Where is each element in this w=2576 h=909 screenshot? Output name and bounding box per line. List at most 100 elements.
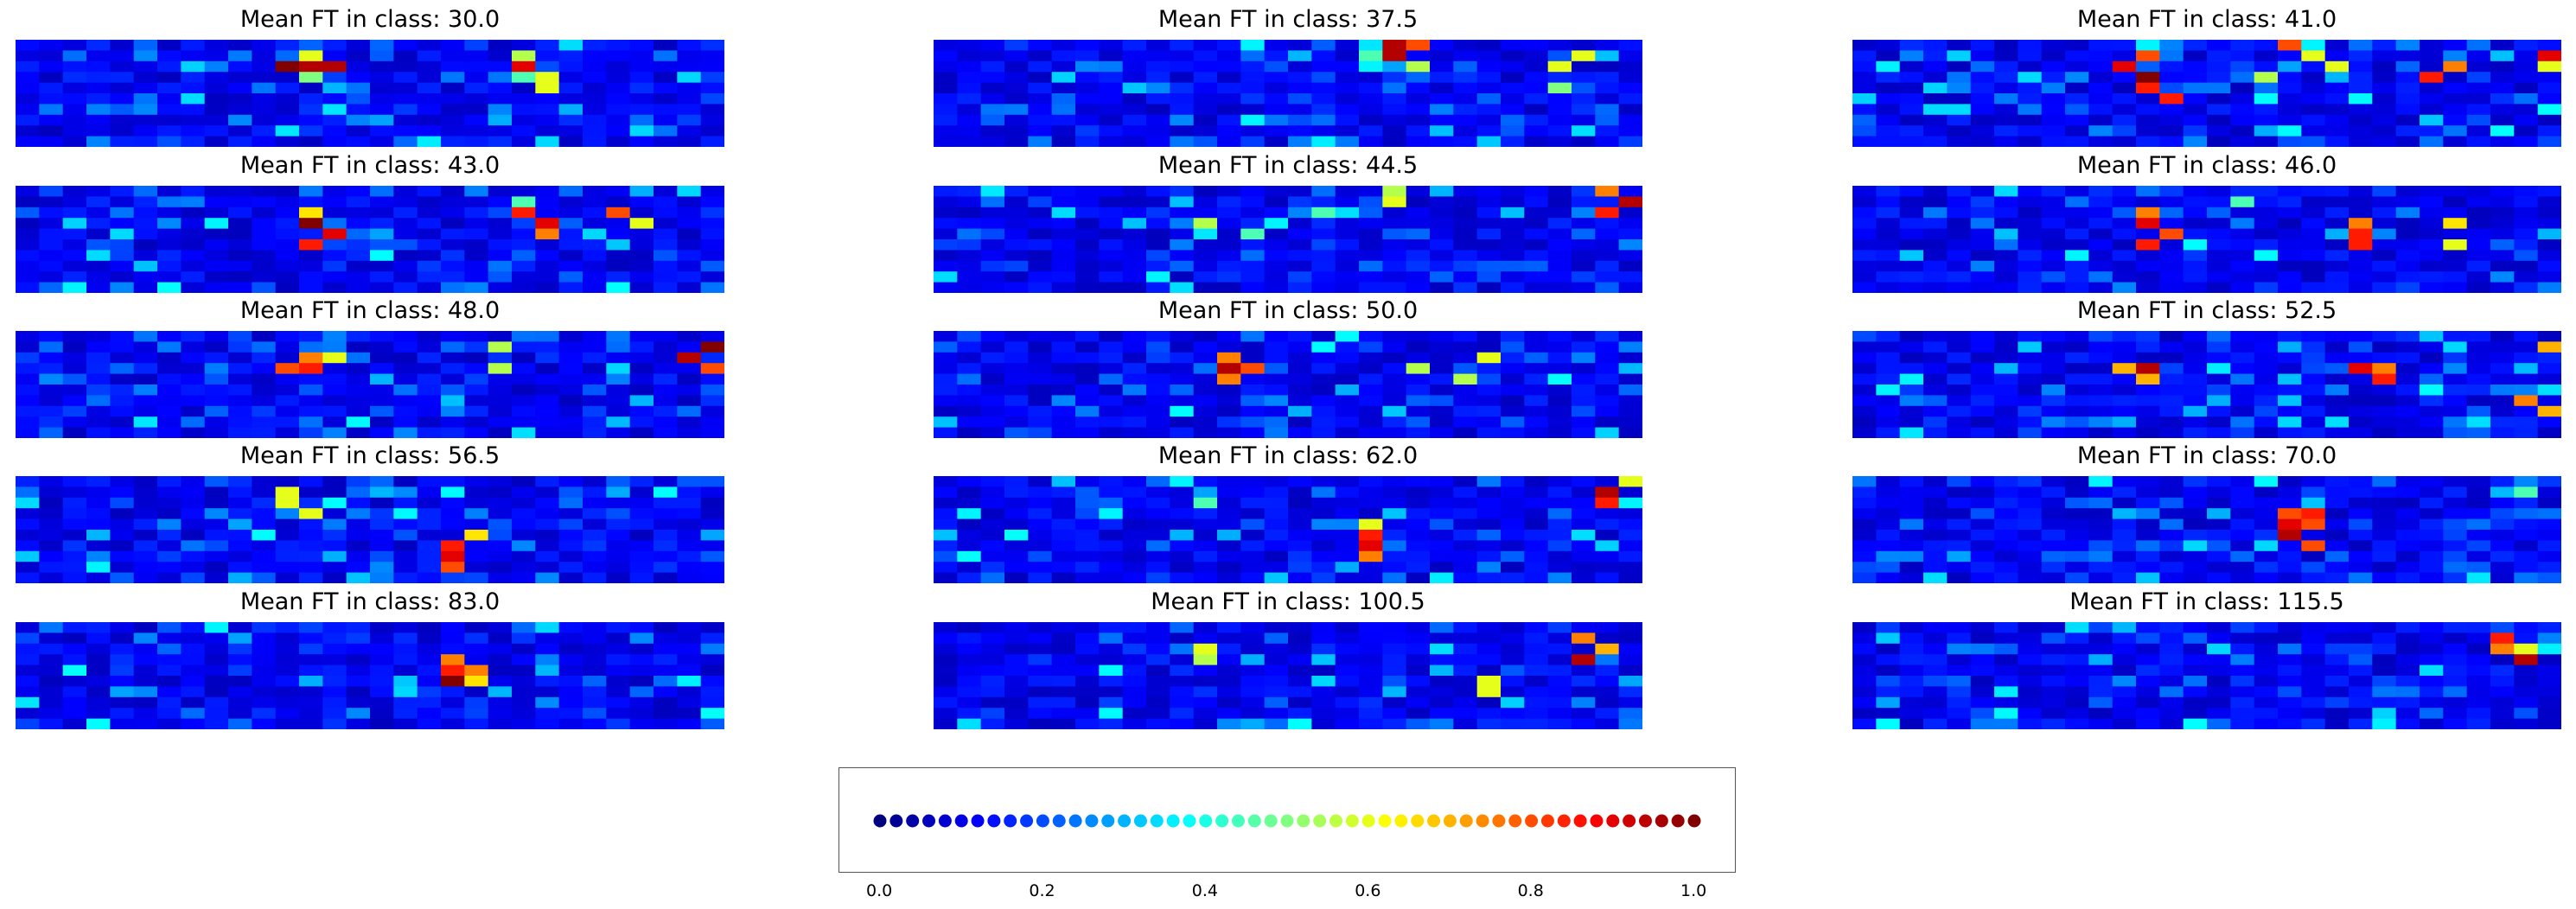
heatmap-cell xyxy=(606,352,631,364)
heatmap-cell xyxy=(1430,518,1454,531)
heatmap-cell xyxy=(2490,385,2515,396)
heatmap-cell xyxy=(629,72,654,84)
heatmap-cell xyxy=(1501,686,1525,698)
heatmap-cell xyxy=(1288,114,1312,126)
heatmap-cell xyxy=(299,427,323,438)
heatmap-cell xyxy=(1288,427,1312,438)
heatmap-cell xyxy=(2159,331,2184,342)
heatmap-cell xyxy=(1335,718,1360,729)
heatmap-cell xyxy=(2349,104,2373,116)
heatmap-cell xyxy=(441,708,465,720)
heatmap-cell xyxy=(2230,664,2255,677)
heatmap-cell xyxy=(2301,395,2326,407)
heatmap-cell xyxy=(2183,486,2208,499)
heatmap-cell xyxy=(1004,486,1029,499)
heatmap-cell xyxy=(1264,239,1289,251)
heatmap-cell xyxy=(1899,373,1924,385)
heatmap-cell xyxy=(2159,718,2184,729)
heatmap-cell xyxy=(583,228,607,240)
heatmap-cell xyxy=(2324,218,2350,230)
heatmap-cell xyxy=(1051,136,1076,147)
heatmap-cell xyxy=(39,540,64,552)
heatmap-cell xyxy=(299,708,323,720)
heatmap-cell xyxy=(2183,341,2208,353)
heatmap-cell xyxy=(1099,518,1124,531)
heatmap-panel: Mean FT in class: 52.5 xyxy=(1852,296,2561,438)
heatmap-cell xyxy=(2136,622,2160,633)
heatmap-cell xyxy=(1595,82,1620,94)
heatmap-cell xyxy=(346,486,371,499)
heatmap-cell xyxy=(2041,385,2066,396)
heatmap-cell xyxy=(980,508,1005,520)
heatmap-cell xyxy=(558,562,583,574)
heatmap-cell xyxy=(157,676,182,687)
heatmap-cell xyxy=(1170,385,1195,396)
heatmap-cell xyxy=(2466,228,2491,240)
heatmap-cell xyxy=(2514,104,2539,116)
heatmap-cell xyxy=(133,114,158,126)
heatmap-cell xyxy=(1476,93,1502,105)
heatmap-cell xyxy=(1335,186,1360,197)
heatmap-cell xyxy=(1170,718,1195,729)
heatmap-cell xyxy=(1501,562,1525,574)
heatmap-cell xyxy=(393,341,418,353)
heatmap-cell xyxy=(1004,508,1029,520)
heatmap-cell xyxy=(1288,622,1312,633)
heatmap-cell xyxy=(654,341,678,353)
heatmap-cell xyxy=(133,643,158,655)
heatmap-cell xyxy=(1335,72,1360,84)
heatmap-cell xyxy=(700,686,724,698)
heatmap-cell xyxy=(1004,518,1029,531)
heatmap-cell xyxy=(1359,125,1383,137)
heatmap-cell xyxy=(1618,664,1642,677)
heatmap-cell xyxy=(1122,622,1147,633)
heatmap-cell xyxy=(1099,352,1124,364)
heatmap-cell xyxy=(1193,486,1218,499)
heatmap-cell xyxy=(1359,373,1383,385)
heatmap-cell xyxy=(1852,250,1877,262)
heatmap-cell xyxy=(1335,104,1360,116)
heatmap-cell xyxy=(583,331,607,342)
heatmap-cell xyxy=(1146,686,1170,698)
heatmap-cell xyxy=(2395,196,2420,208)
heatmap-cell xyxy=(133,218,158,230)
heatmap-cell xyxy=(1146,186,1170,197)
heatmap-cell xyxy=(1099,363,1124,375)
heatmap-cell xyxy=(629,125,654,137)
heatmap-cell xyxy=(1476,331,1502,342)
heatmap-cell xyxy=(110,260,135,272)
heatmap-cell xyxy=(204,696,229,709)
heatmap-cell xyxy=(2230,186,2255,197)
heatmap-cell xyxy=(934,416,958,429)
heatmap-cell xyxy=(1876,60,1901,73)
heatmap-cell xyxy=(2349,550,2373,563)
heatmap-cell xyxy=(1994,196,2018,208)
heatmap-cell xyxy=(1947,643,1972,655)
heatmap-cell xyxy=(654,686,678,698)
heatmap-cell xyxy=(2537,40,2561,51)
heatmap-cell xyxy=(1430,60,1454,73)
heatmap-cell xyxy=(346,497,371,509)
heatmap-cell xyxy=(1335,282,1360,293)
heatmap-cell xyxy=(1453,405,1478,417)
heatmap-cell xyxy=(2278,114,2302,126)
heatmap-cell xyxy=(1146,708,1170,720)
heatmap-cell xyxy=(275,50,300,62)
heatmap-cell xyxy=(2324,331,2350,342)
heatmap-cell xyxy=(1406,331,1431,342)
heatmap-cell xyxy=(16,427,40,438)
heatmap-cell xyxy=(441,518,465,531)
heatmap-cell xyxy=(2443,622,2468,633)
heatmap-cell xyxy=(1994,416,2018,429)
heatmap-cell xyxy=(1572,632,1596,645)
heatmap-cell xyxy=(2443,186,2468,197)
heatmap-cell xyxy=(1970,486,1995,499)
heatmap-cell xyxy=(1876,676,1901,687)
heatmap-cell xyxy=(1382,93,1407,105)
heatmap-cell xyxy=(464,373,489,385)
heatmap-cell xyxy=(275,40,300,51)
heatmap-cell xyxy=(86,82,111,94)
heatmap-cell xyxy=(1852,676,1877,687)
heatmap-cell xyxy=(2230,708,2255,720)
heatmap-cell xyxy=(488,486,513,499)
